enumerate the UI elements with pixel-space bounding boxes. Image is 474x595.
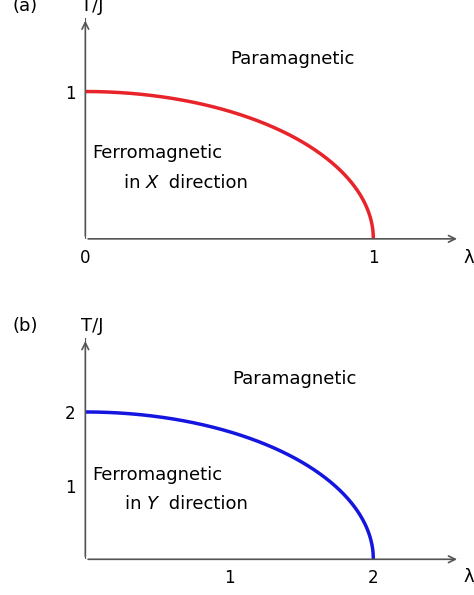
Text: Paramagnetic: Paramagnetic <box>230 50 355 68</box>
Text: Y: Y <box>147 495 158 513</box>
Text: Ferromagnetic: Ferromagnetic <box>92 465 222 484</box>
Text: in: in <box>124 174 146 192</box>
Text: λ/J: λ/J <box>464 568 474 586</box>
Text: T/J: T/J <box>81 317 103 336</box>
Text: (a): (a) <box>13 0 38 15</box>
Text: T/J: T/J <box>81 0 103 15</box>
Text: X: X <box>146 174 158 192</box>
Text: (b): (b) <box>12 317 38 336</box>
Text: direction: direction <box>163 174 248 192</box>
Text: λ/J: λ/J <box>464 249 474 267</box>
Text: in: in <box>125 495 147 513</box>
Text: direction: direction <box>163 495 248 513</box>
Text: Paramagnetic: Paramagnetic <box>232 370 356 388</box>
Text: Ferromagnetic: Ferromagnetic <box>92 145 222 162</box>
